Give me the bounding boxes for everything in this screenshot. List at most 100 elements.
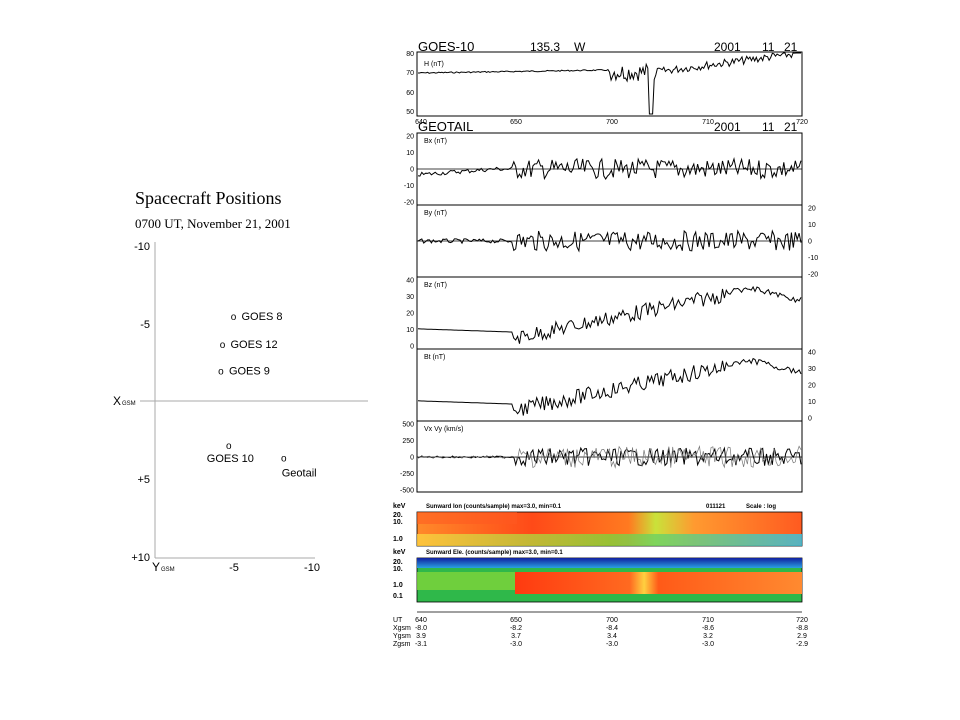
orbit-table: UT 640 650 700 710 720 Xgsm -8.0 -8.2 -8.4 -8.6 -8.…: [393, 611, 808, 648]
panel-param-label: Bz (nT): [424, 282, 447, 289]
orbit-cell: -3.0: [510, 641, 522, 648]
goes-param: H (nT): [424, 61, 444, 68]
panel-tick: 30: [808, 366, 816, 373]
orbit-cell: -8.8: [796, 625, 808, 632]
ion-tick: 10.: [393, 519, 403, 526]
geotail-title: GEOTAIL: [418, 119, 473, 134]
pos-x-tick: -5: [229, 562, 239, 574]
spacecraft-marker: o: [226, 441, 232, 452]
pos-y-tick: +10: [131, 552, 150, 564]
ele-hot-band: [515, 572, 802, 594]
positions-subtitle: 0700 UT, November 21, 2001: [135, 216, 291, 231]
panel-tick: 10: [406, 327, 414, 334]
orbit-cell: 3.7: [511, 633, 521, 640]
orbit-cell: -8.0: [415, 625, 427, 632]
panel-param-label: Vx Vy (km/s): [424, 426, 463, 433]
orbit-cell: 3.4: [607, 633, 617, 640]
spacecraft-label: GOES 12: [231, 339, 278, 351]
goes-title: GOES-10: [418, 42, 474, 54]
panel-tick: -20: [404, 200, 414, 207]
goes-h-trace: [418, 52, 801, 115]
goes-x-ticks: 640 650 700 710 720: [415, 119, 808, 126]
goes-date-m: 11: [762, 42, 775, 54]
panel-tick: 40: [808, 350, 816, 357]
ele-header: Sunward Ele. (counts/sample) max=3.0, mi…: [426, 550, 563, 556]
panel-param-label: By (nT): [424, 210, 447, 217]
panel-tick: 0: [410, 455, 414, 462]
ion-tick: 20.: [393, 512, 403, 519]
ele-tick: 1.0: [393, 582, 403, 589]
orbit-row-label: Zgsm: [393, 641, 411, 648]
orbit-row-label: Xgsm: [393, 625, 411, 632]
panel-tick: 0: [808, 239, 812, 246]
panel-trace: [417, 285, 802, 344]
panel-tick: -10: [404, 183, 414, 190]
x-axis-label: X: [113, 394, 121, 408]
positions-title: Spacecraft Positions: [135, 188, 282, 208]
panel-tick: -10: [808, 255, 818, 262]
orbit-cell: 710: [702, 617, 714, 624]
geotail-date-y: 2001: [714, 120, 741, 134]
orbit-cell: -8.2: [510, 625, 522, 632]
pos-y-tick: +5: [137, 474, 150, 486]
orbit-cell: -8.6: [702, 625, 714, 632]
electron-spectrogram: keV Sunward Ele. (counts/sample) max=3.0…: [393, 549, 803, 603]
orbit-cell: -2.9: [796, 641, 808, 648]
spacecraft-marker: o: [218, 366, 224, 377]
panel-tick: 10: [808, 222, 816, 229]
panel-tick: 500: [402, 422, 414, 429]
panel-param-label: Bx (nT): [424, 138, 447, 145]
goes-x-tick: 710: [702, 119, 714, 126]
panel-tick: 0: [808, 416, 812, 423]
orbit-cell: 640: [415, 617, 427, 624]
orbit-cell: -8.4: [606, 625, 618, 632]
positions-plot: -10 -5 +5 +10 X GSM Y GSM -5 -10 o GOES 8…: [113, 241, 368, 574]
panel-tick: 20: [406, 134, 414, 141]
panel-tick: 250: [402, 438, 414, 445]
goes-y-tick: 50: [406, 109, 414, 116]
goes-date-d: 21: [784, 42, 798, 54]
goes-lon: 135.3: [530, 42, 560, 54]
ele-unit: keV: [393, 549, 406, 556]
pos-y-tick: -10: [134, 241, 150, 253]
goes-x-tick: 720: [796, 119, 808, 126]
spacecraft-marker: o: [281, 454, 287, 465]
orbit-row-label: UT: [393, 617, 403, 624]
panel-trace: [417, 357, 802, 416]
geotail-frame: [416, 132, 803, 493]
spacecraft-label: GOES 10: [207, 453, 254, 465]
goes-dir: W: [574, 42, 586, 54]
panel-tick: 20: [808, 383, 816, 390]
panel-tick: -250: [400, 471, 414, 478]
data-figure: GOES-10 135.3 W 2001 11 21 H (nT) 80 70 …: [393, 42, 818, 648]
pos-y-tick: -5: [140, 319, 150, 331]
ele-quiet-band: [417, 572, 515, 590]
ion-code: 011121: [706, 504, 726, 510]
orbit-cell: 3.2: [703, 633, 713, 640]
panel-tick: 20: [406, 311, 414, 318]
spacecraft-label: GOES 8: [242, 311, 283, 323]
panel-tick: -20: [808, 272, 818, 279]
ion-header: Sunward Ion (counts/sample) max=3.0, min…: [426, 504, 562, 510]
panel-tick: 0: [410, 344, 414, 351]
panel-tick: 30: [406, 294, 414, 301]
panel-tick: 10: [406, 150, 414, 157]
ele-tick: 20.: [393, 559, 403, 566]
ion-tick: 1.0: [393, 536, 403, 543]
ion-unit: keV: [393, 503, 406, 510]
orbit-cell: 3.9: [416, 633, 426, 640]
panel-tick: -500: [400, 488, 414, 495]
y-axis-label: Y: [152, 560, 160, 574]
spacecraft-marker: o: [231, 312, 237, 323]
panel-param-label: Bt (nT): [424, 354, 445, 361]
orbit-cell: 700: [606, 617, 618, 624]
goes-y-tick: 70: [406, 70, 414, 77]
goes-date-y: 2001: [714, 42, 741, 54]
vy-trace: [417, 445, 802, 469]
panel-tick: 40: [406, 278, 414, 285]
goes-y-tick: 60: [406, 90, 414, 97]
goes-y-ticks: 80 70 60 50: [406, 51, 414, 116]
goes-x-tick: 640: [415, 119, 427, 126]
goes-frame: [416, 51, 803, 117]
